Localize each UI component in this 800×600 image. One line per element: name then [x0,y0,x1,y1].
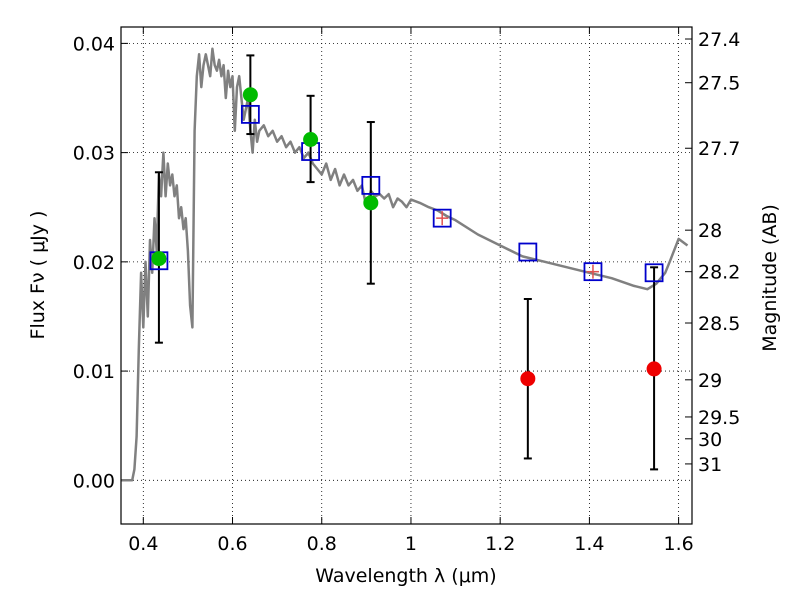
x-axis: 0.4 0.6 0.8 1 1.2 1.4 1.6 [128,27,694,555]
y2-axis-title: Magnitude (AB) [759,204,781,352]
y-tick-label: 0.04 [73,33,115,55]
x-tick-label: 1.6 [664,533,694,555]
detection-point [242,87,258,103]
y-tick-label: 0.01 [73,361,115,383]
y2-tick-label: 31 [698,454,722,476]
y-axis: 0.00 0.01 0.02 0.03 0.04 [73,33,128,492]
model-flux-square [432,208,452,228]
detection-point [303,132,319,148]
plot-frame [120,26,693,525]
y2-tick-label: 28.2 [698,262,740,284]
y2-tick-label: 27.5 [698,73,740,95]
x-tick-label: 0.4 [128,533,158,555]
model-flux-square [518,242,538,262]
upper-limit-point [646,361,662,377]
y2-tick-label: 29.5 [698,407,740,429]
y2-tick-label: 27.7 [698,138,740,160]
template-spectrum-line [121,47,689,482]
detection-point [363,195,379,211]
y2-tick-label: 29 [698,370,722,392]
upper-limit-point [520,371,536,387]
y-tick-label: 0.02 [73,252,115,274]
x-axis-title: Wavelength λ (μm) [315,565,496,587]
plot-area-background [121,27,692,524]
model-flux-square [240,104,260,124]
y-tick-label: 0.00 [73,470,115,492]
x-tick-label: 1 [405,533,417,555]
grid [121,27,692,524]
x-tick-label: 0.8 [307,533,337,555]
detection-point [151,251,167,267]
y-axis-title: Flux Fν ( μJy ) [27,211,49,340]
right-magnitude-axis: 27.4 27.5 27.7 28 28.2 28.5 29 29.530 31 [685,29,740,476]
model-flux-square [583,262,603,282]
y2-tick-label: 30 [698,429,722,451]
plot-content [121,47,689,482]
y2-tick-label: 28 [698,220,722,242]
x-tick-label: 0.6 [217,533,247,555]
y-tick-label: 0.03 [73,143,115,165]
model-flux-square [361,175,381,195]
y2-tick-label: 28.5 [698,313,740,335]
y2-tick-label: 27.4 [698,29,740,51]
x-tick-label: 1.2 [485,533,515,555]
model-flux-square [644,263,664,283]
x-tick-label: 1.4 [574,533,604,555]
